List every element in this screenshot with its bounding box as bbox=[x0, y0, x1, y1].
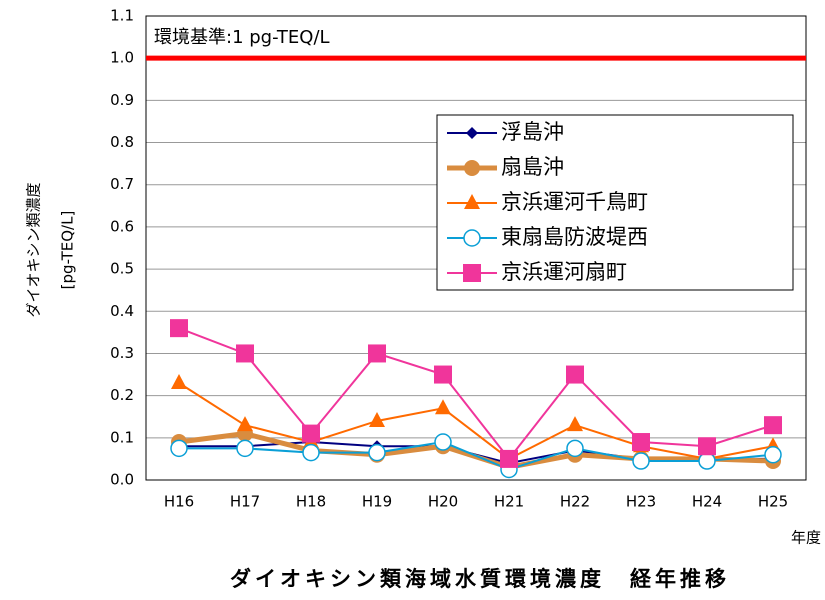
x-tick-label: H24 bbox=[692, 493, 722, 511]
threshold-label: 環境基準:1 pg-TEQ/L bbox=[154, 27, 330, 48]
x-tick-label: H17 bbox=[230, 493, 260, 511]
data-point bbox=[566, 365, 584, 384]
data-point bbox=[369, 411, 385, 427]
series-line bbox=[178, 327, 774, 461]
data-point bbox=[170, 439, 188, 458]
y-tick-label: 0.7 bbox=[110, 175, 134, 193]
legend-label: 京浜運河扇町 bbox=[501, 260, 627, 284]
data-point bbox=[302, 443, 320, 462]
y-axis-label: ダイオキシン類濃度 bbox=[25, 182, 43, 317]
plot-frame bbox=[145, 15, 807, 481]
legend-label: 京浜運河千鳥町 bbox=[501, 190, 648, 214]
series-line bbox=[179, 441, 774, 471]
data-point bbox=[171, 373, 187, 389]
legend-label: 扇島沖 bbox=[501, 155, 564, 179]
legend-marker bbox=[466, 127, 478, 139]
x-tick-label: H25 bbox=[758, 493, 788, 511]
x-tick-label: H22 bbox=[560, 493, 590, 511]
x-tick-label: H21 bbox=[494, 493, 524, 511]
data-point bbox=[764, 445, 782, 464]
y-tick-label: 0.0 bbox=[110, 471, 134, 489]
y-tick-label: 0.5 bbox=[110, 260, 134, 278]
y-tick-label: 1.1 bbox=[110, 7, 134, 25]
data-point bbox=[302, 424, 320, 443]
y-tick-label: 1.0 bbox=[110, 49, 134, 67]
legend-marker bbox=[464, 160, 480, 176]
legend-marker bbox=[463, 264, 481, 282]
chart-title: ダイオキシン類海域水質環境濃度 経年推移 bbox=[230, 567, 730, 591]
y-tick-label: 0.3 bbox=[110, 344, 134, 362]
data-point bbox=[764, 416, 782, 435]
data-point bbox=[632, 433, 650, 452]
series-line bbox=[178, 382, 774, 461]
legend-label: 東扇島防波堤西 bbox=[501, 225, 648, 249]
data-point bbox=[368, 344, 386, 363]
x-tick-label: H23 bbox=[626, 493, 656, 511]
legend-marker bbox=[463, 229, 481, 247]
y-tick-label: 0.9 bbox=[110, 91, 134, 109]
x-axis-label: 年度 bbox=[791, 529, 821, 547]
y-tick-label: 0.6 bbox=[110, 217, 134, 235]
y-tick-label: 0.8 bbox=[110, 133, 134, 151]
data-point bbox=[236, 344, 254, 363]
x-tick-label: H20 bbox=[428, 493, 458, 511]
data-point bbox=[435, 399, 451, 415]
data-point bbox=[698, 452, 716, 470]
data-point bbox=[170, 319, 188, 338]
data-point bbox=[566, 439, 584, 458]
data-point bbox=[236, 439, 254, 458]
legend-marker bbox=[464, 194, 480, 209]
data-point bbox=[632, 452, 650, 470]
y-tick-label: 0.4 bbox=[110, 302, 134, 320]
x-tick-label: H19 bbox=[362, 493, 392, 511]
y-tick-label: 0.2 bbox=[110, 386, 134, 404]
y-axis-label: [pg-TEQ/L] bbox=[59, 211, 77, 290]
data-point bbox=[368, 443, 386, 462]
data-point bbox=[698, 437, 716, 456]
data-point bbox=[500, 449, 518, 468]
x-tick-label: H18 bbox=[296, 493, 326, 511]
data-point bbox=[237, 416, 253, 432]
y-tick-label: 0.1 bbox=[110, 428, 134, 446]
data-point bbox=[434, 433, 452, 451]
legend-label: 浮島沖 bbox=[501, 120, 564, 144]
x-tick-label: H16 bbox=[164, 493, 194, 511]
data-point bbox=[567, 416, 583, 432]
data-point bbox=[434, 365, 452, 384]
